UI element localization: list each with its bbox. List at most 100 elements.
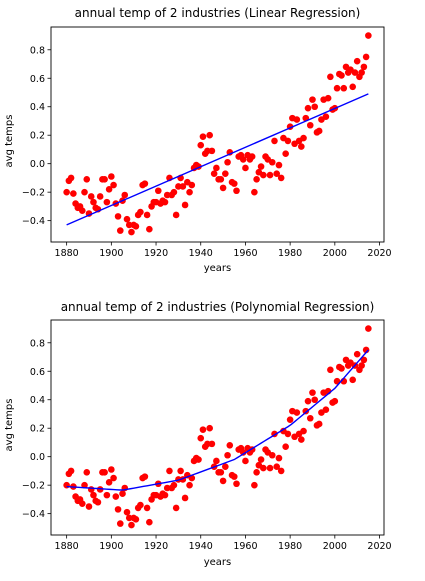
data-point: [358, 362, 365, 369]
data-point: [239, 449, 247, 456]
x-tick-label: 2000: [323, 541, 347, 552]
data-point: [63, 188, 70, 196]
y-tick-label: 0.2: [30, 131, 45, 142]
data-point: [260, 464, 267, 472]
data-point: [85, 503, 93, 510]
data-point: [253, 176, 260, 183]
data-point: [195, 456, 202, 463]
data-point: [315, 127, 323, 135]
data-point: [282, 443, 289, 451]
data-point: [268, 158, 276, 166]
data-point: [78, 500, 86, 507]
x-axis-label: years: [204, 263, 232, 274]
data-point: [181, 494, 189, 502]
data-point: [132, 516, 140, 523]
y-tick-label: −0.2: [22, 188, 45, 199]
data-point: [300, 427, 307, 435]
data-point: [324, 94, 332, 102]
x-tick-label: 1960: [233, 541, 257, 552]
data-point: [282, 150, 289, 158]
data-point: [103, 491, 111, 499]
plot-area: 1880 1900 1920 1940 1960 1980 2000 2020 −0.4 −0.2…: [22, 319, 392, 552]
data-point: [83, 176, 91, 183]
data-point: [219, 184, 227, 192]
data-point: [132, 223, 140, 230]
data-point: [210, 170, 218, 177]
data-point: [304, 397, 312, 405]
data-point: [186, 481, 193, 489]
data-point: [327, 366, 334, 374]
data-point: [170, 188, 178, 196]
y-tick-label: −0.4: [22, 216, 45, 227]
data-point: [224, 158, 231, 166]
chart-title: annual temp of 2 industries (Linear Regr…: [75, 6, 361, 20]
y-tick-label: 0.2: [30, 424, 45, 435]
data-point: [275, 161, 283, 169]
data-point: [242, 457, 249, 465]
data-point: [213, 457, 220, 465]
data-point: [188, 181, 196, 189]
data-point: [338, 365, 345, 372]
data-point: [226, 442, 234, 449]
data-point: [360, 356, 368, 364]
data-point: [309, 389, 316, 396]
data-point: [230, 473, 238, 480]
data-point: [349, 83, 357, 91]
data-point: [143, 504, 151, 512]
data-point: [81, 188, 88, 196]
data-point: [96, 486, 104, 493]
chart-linear-regression: annual temp of 2 industries (Linear Regr…: [4, 6, 392, 274]
x-tick-label: 1980: [278, 248, 302, 259]
x-tick-label: 1920: [144, 248, 168, 259]
data-point: [128, 228, 135, 236]
data-point: [333, 84, 341, 92]
data-point: [94, 498, 102, 506]
data-point: [340, 84, 348, 92]
data-point: [206, 131, 213, 139]
data-point: [257, 163, 265, 170]
data-point: [233, 480, 240, 488]
data-point: [197, 141, 205, 149]
x-tick-label: 1940: [189, 248, 213, 259]
data-point: [108, 466, 115, 473]
y-tick-label: 0.6: [30, 367, 45, 378]
data-point: [161, 198, 169, 206]
data-point: [298, 143, 305, 150]
x-tick-label: 1880: [55, 248, 79, 259]
data-point: [108, 173, 115, 180]
y-tick-label: 0.6: [30, 74, 45, 85]
data-point: [170, 481, 178, 489]
data-point: [284, 430, 292, 438]
x-tick-label: 2000: [323, 248, 347, 259]
data-point: [248, 153, 256, 160]
data-point: [230, 180, 238, 187]
data-point: [331, 397, 339, 405]
data-point: [114, 506, 122, 513]
x-tick-label: 2020: [367, 541, 391, 552]
data-point: [362, 53, 370, 61]
data-point: [257, 456, 265, 463]
data-point: [322, 406, 330, 414]
regression-line: [66, 349, 369, 491]
data-point: [81, 481, 88, 489]
data-point: [90, 198, 97, 206]
data-point: [277, 174, 285, 182]
axes-frame: [50, 26, 385, 243]
plot-area: 1880 1900 1920 1940 1960 1980 2000 2020 −0.4 −0.2…: [22, 26, 392, 259]
data-point: [315, 420, 323, 428]
x-tick-label: 1920: [144, 541, 168, 552]
data-point: [172, 211, 180, 219]
data-point: [275, 454, 283, 462]
data-point: [224, 451, 231, 459]
data-point: [110, 181, 117, 189]
data-point: [268, 451, 276, 459]
data-point: [365, 32, 372, 39]
data-point: [143, 211, 151, 219]
data-point: [349, 376, 357, 384]
data-point: [353, 350, 361, 358]
data-point: [87, 486, 95, 493]
data-point: [137, 208, 144, 216]
y-tick-label: 0.4: [30, 395, 45, 406]
data-point: [199, 426, 207, 433]
